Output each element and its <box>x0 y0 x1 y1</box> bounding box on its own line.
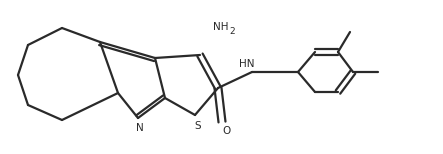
Text: N: N <box>136 123 144 133</box>
Text: S: S <box>194 121 201 131</box>
Text: NH: NH <box>213 22 229 32</box>
Text: O: O <box>223 126 231 136</box>
Text: HN: HN <box>239 59 255 69</box>
Text: 2: 2 <box>229 26 235 36</box>
